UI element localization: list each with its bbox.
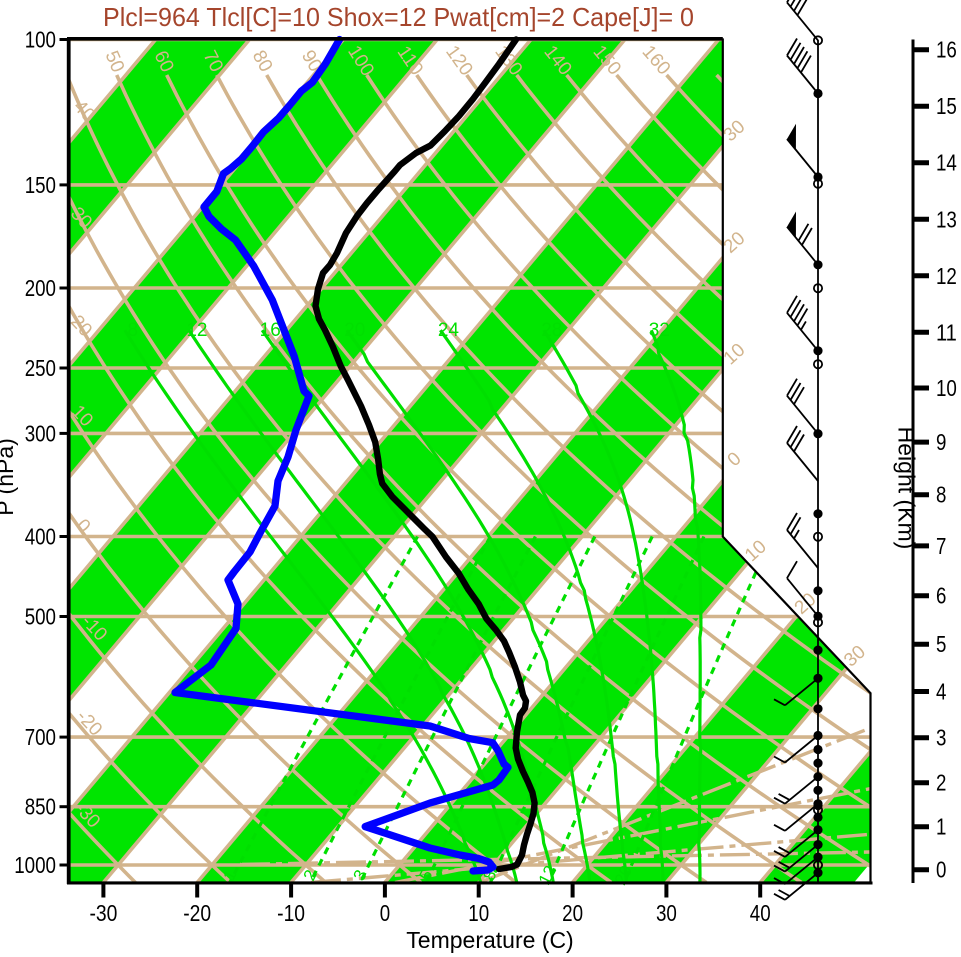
svg-text:20: 20 xyxy=(562,900,583,926)
svg-text:700: 700 xyxy=(25,724,56,750)
svg-text:11: 11 xyxy=(936,319,957,345)
svg-text:0: 0 xyxy=(936,857,946,883)
svg-text:150: 150 xyxy=(25,172,56,198)
svg-text:300: 300 xyxy=(25,420,56,446)
svg-text:8: 8 xyxy=(128,320,139,341)
svg-text:7: 7 xyxy=(936,533,946,559)
svg-text:1000: 1000 xyxy=(14,852,56,878)
svg-text:32: 32 xyxy=(649,320,670,341)
svg-text:-10: -10 xyxy=(277,900,305,926)
svg-text:20: 20 xyxy=(344,320,365,341)
svg-text:-30: -30 xyxy=(89,900,117,926)
svg-text:200: 200 xyxy=(25,275,56,301)
svg-text:10: 10 xyxy=(936,375,957,401)
svg-text:3: 3 xyxy=(936,725,946,751)
svg-text:6: 6 xyxy=(936,583,946,609)
svg-text:14: 14 xyxy=(936,150,957,176)
svg-text:2: 2 xyxy=(936,770,946,796)
svg-text:8: 8 xyxy=(936,482,946,508)
svg-text:4: 4 xyxy=(936,679,947,705)
svg-text:12: 12 xyxy=(936,263,957,289)
svg-text:250: 250 xyxy=(25,355,56,381)
svg-text:400: 400 xyxy=(25,524,56,550)
svg-text:24: 24 xyxy=(438,320,460,341)
svg-text:13: 13 xyxy=(936,206,957,232)
svg-text:15: 15 xyxy=(936,93,957,119)
svg-text:-20: -20 xyxy=(183,900,211,926)
svg-text:9: 9 xyxy=(936,429,946,455)
svg-text:0: 0 xyxy=(380,900,390,926)
svg-text:40: 40 xyxy=(750,900,771,926)
svg-text:850: 850 xyxy=(25,794,56,820)
svg-text:16: 16 xyxy=(260,320,281,341)
svg-text:100: 100 xyxy=(25,27,56,53)
svg-text:P (hPa): P (hPa) xyxy=(0,438,18,516)
svg-text:1: 1 xyxy=(936,814,946,840)
svg-text:Temperature (C): Temperature (C) xyxy=(406,927,573,953)
svg-text:500: 500 xyxy=(25,604,56,630)
svg-text:28: 28 xyxy=(541,320,562,341)
svg-text:16: 16 xyxy=(936,37,957,63)
svg-text:10: 10 xyxy=(468,900,489,926)
svg-text:30: 30 xyxy=(656,900,677,926)
svg-text:Height (Km): Height (Km) xyxy=(894,427,920,550)
svg-text:5: 5 xyxy=(936,631,946,657)
svg-text:Plcl=964 Tlcl[C]=10 Shox=12 Pw: Plcl=964 Tlcl[C]=10 Shox=12 Pwat[cm]=2 C… xyxy=(103,2,694,32)
svg-text:12: 12 xyxy=(186,320,207,341)
